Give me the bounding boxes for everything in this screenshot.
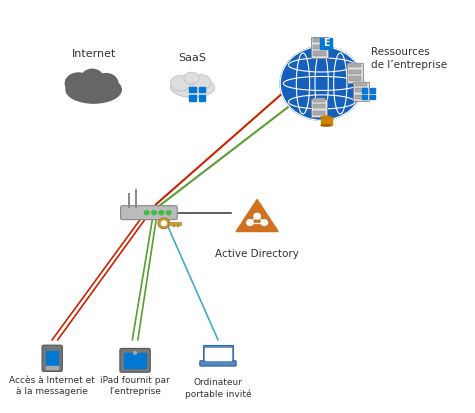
FancyBboxPatch shape — [121, 206, 177, 220]
Bar — [313, 52, 326, 55]
Circle shape — [133, 352, 136, 354]
Circle shape — [254, 213, 260, 219]
Bar — [311, 37, 328, 58]
Bar — [190, 87, 196, 93]
Ellipse shape — [321, 124, 332, 127]
Text: SaaS: SaaS — [179, 53, 207, 63]
Ellipse shape — [321, 116, 332, 119]
Text: Ordinateur
portable invité: Ordinateur portable invité — [185, 378, 251, 399]
Bar — [190, 95, 196, 101]
Ellipse shape — [95, 74, 118, 93]
Bar — [177, 225, 179, 227]
Bar — [349, 63, 361, 67]
Bar — [199, 87, 205, 93]
Text: Internet: Internet — [71, 49, 116, 59]
Text: Accès à Internet et
à la messagerie: Accès à Internet et à la messagerie — [9, 375, 95, 396]
FancyBboxPatch shape — [42, 345, 62, 371]
Text: Active Directory: Active Directory — [215, 249, 299, 259]
Text: E: E — [323, 38, 330, 48]
Ellipse shape — [171, 75, 190, 91]
Bar — [168, 222, 181, 225]
Bar — [46, 351, 58, 366]
Circle shape — [166, 211, 171, 215]
Bar — [320, 38, 332, 49]
Circle shape — [159, 211, 164, 215]
Bar — [205, 348, 231, 360]
FancyBboxPatch shape — [200, 361, 236, 366]
Circle shape — [280, 47, 363, 120]
Bar — [46, 366, 58, 368]
Bar — [370, 88, 375, 93]
Bar — [172, 225, 175, 227]
Text: Ressources
de l’entreprise: Ressources de l’entreprise — [371, 47, 447, 71]
Bar — [349, 76, 361, 81]
Ellipse shape — [171, 78, 215, 97]
Bar — [362, 95, 367, 100]
Bar — [203, 345, 233, 361]
Ellipse shape — [82, 69, 103, 85]
FancyBboxPatch shape — [120, 349, 150, 372]
Bar — [313, 45, 326, 49]
Bar — [124, 353, 146, 368]
Bar — [355, 95, 367, 99]
Bar — [314, 111, 325, 115]
Bar — [355, 82, 367, 86]
Ellipse shape — [66, 76, 121, 103]
Ellipse shape — [192, 75, 211, 89]
Circle shape — [247, 220, 253, 225]
Bar — [349, 70, 361, 74]
Bar — [370, 95, 375, 100]
Polygon shape — [236, 199, 278, 232]
Ellipse shape — [184, 72, 200, 84]
Bar — [353, 82, 369, 102]
Text: iPad fournit par
l’entreprise: iPad fournit par l’entreprise — [100, 376, 170, 396]
Bar — [314, 104, 325, 109]
Circle shape — [261, 220, 267, 225]
Circle shape — [144, 211, 149, 215]
Circle shape — [152, 211, 156, 215]
Circle shape — [158, 218, 170, 229]
Bar — [312, 99, 327, 117]
Bar — [362, 88, 367, 93]
Ellipse shape — [65, 73, 92, 94]
Circle shape — [162, 221, 166, 225]
Bar — [347, 63, 362, 83]
Bar — [199, 95, 205, 101]
Bar — [314, 98, 325, 102]
Bar — [321, 117, 332, 125]
Bar — [355, 88, 367, 93]
Bar — [313, 38, 326, 43]
